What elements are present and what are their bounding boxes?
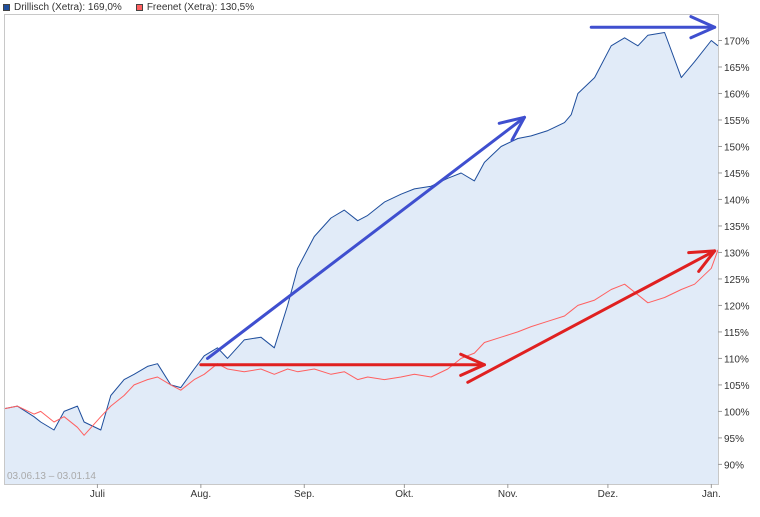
y-tick-label: 130%	[724, 248, 750, 259]
x-tick-label: Sep.	[294, 489, 315, 500]
legend-label-drillisch: Drillisch (Xetra): 169,0%	[14, 2, 122, 13]
trend-arrow-shaft	[206, 115, 526, 360]
y-tick-label: 165%	[724, 63, 750, 74]
axis-layer: 90% 95% 100% 105% 110% 115% 120% 125% 130% 135% 14…	[4, 14, 750, 500]
trend-arrow-shaft	[466, 249, 717, 384]
y-tick-label: 155%	[724, 116, 750, 127]
legend-swatch-drillisch	[3, 4, 10, 11]
trend-arrow-head	[687, 249, 717, 273]
y-tick-label: 140%	[724, 195, 750, 206]
series-area-drillisch	[4, 32, 718, 484]
y-tick-label: 110%	[724, 354, 749, 365]
legend-swatch-freenet	[135, 4, 143, 11]
y-tick-label: 90%	[724, 460, 744, 471]
y-tick-label: 160%	[724, 89, 750, 100]
y-tick-label: 95%	[724, 434, 744, 445]
trend-arrow-head	[689, 15, 717, 40]
y-tick-label: 105%	[724, 381, 750, 392]
y-tick-label: 150%	[724, 142, 750, 153]
y-tick-label: 170%	[724, 36, 750, 47]
legend-item-drillisch: Drillisch (Xetra): 169,0%	[3, 2, 122, 13]
legend-item-freenet: Freenet (Xetra): 130,5%	[135, 2, 255, 13]
x-tick-label: Dez.	[598, 489, 619, 500]
x-tick-label: Aug.	[191, 489, 212, 500]
legend: Drillisch (Xetra): 169,0% Freenet (Xetra…	[3, 1, 254, 14]
y-tick-label: 145%	[724, 169, 750, 180]
x-tick-label: Jan.	[702, 489, 721, 500]
trend-arrow	[466, 249, 717, 384]
y-tick-label: 135%	[724, 222, 750, 233]
y-tick-label: 125%	[724, 275, 750, 286]
trend-arrow	[589, 15, 717, 40]
trend-arrow	[206, 115, 526, 360]
date-range-label: 03.06.13 – 03.01.14	[7, 471, 96, 482]
series-layer	[3, 32, 719, 484]
x-tick-label: Juli	[90, 489, 105, 500]
trend-arrow	[199, 352, 486, 377]
legend-label-freenet: Freenet (Xetra): 130,5%	[146, 2, 255, 13]
y-tick-label: 120%	[724, 301, 750, 312]
plot-frame	[4, 14, 719, 485]
series-line-drillisch	[3, 32, 719, 431]
y-tick-label: 100%	[724, 407, 750, 418]
x-tick-label: Nov.	[498, 489, 518, 500]
y-tick-label: 115%	[724, 328, 749, 339]
series-line-freenet	[3, 249, 719, 436]
trend-arrow-head	[459, 352, 486, 377]
trend-arrow-head	[497, 115, 526, 142]
x-tick-label: Okt.	[395, 489, 413, 500]
annotation-layer	[199, 15, 717, 384]
